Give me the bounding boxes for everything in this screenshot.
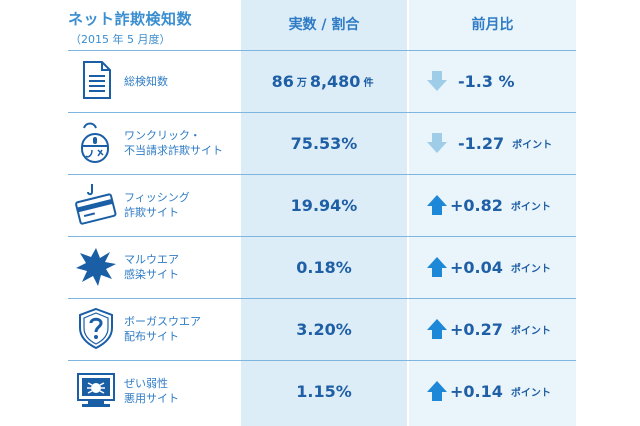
row-divider: [68, 174, 576, 175]
value-unit-a: 万: [296, 77, 307, 89]
row-value: 0.18%: [241, 236, 407, 298]
monitor-bug-icon: [77, 373, 115, 407]
change-value: -1.3 %: [458, 71, 515, 91]
table-row: マルウエア 感染サイト 0.18% +0.04 ポイント: [68, 236, 576, 298]
value-number-b: 8,480: [309, 71, 361, 91]
table-row: ぜい弱性 悪用サイト 1.15% +0.14 ポイント: [68, 360, 576, 422]
row-value: 86 万 8,480 件: [241, 50, 407, 112]
row-label-line1: ボーガスウエア: [124, 315, 201, 328]
credit-card-hook-icon: [75, 184, 117, 225]
table-title: ネット詐欺検知数 （2015 年 5 月度）: [68, 0, 241, 50]
row-change: +0.14 ポイント: [409, 360, 576, 422]
row-label: フィッシング 詐欺サイト: [124, 174, 242, 236]
row-label-line1: ぜい弱性: [124, 377, 168, 390]
value-number-a: 75.53%: [290, 133, 358, 153]
value-number-a: 0.18%: [296, 257, 352, 277]
title-text: ネット詐欺検知数: [68, 10, 193, 28]
row-change: +0.04 ポイント: [409, 236, 576, 298]
document-icon: [83, 61, 111, 99]
row-label-line2: 配布サイト: [124, 330, 179, 343]
row-change: +0.27 ポイント: [409, 298, 576, 360]
up-arrow-icon: [427, 257, 447, 277]
row-value: 3.20%: [241, 298, 407, 360]
change-value: +0.82: [450, 195, 503, 215]
change-unit: ポイント: [510, 263, 551, 275]
row-label: ワンクリック・ 不当請求詐欺サイト: [124, 112, 242, 174]
value-number-a: 19.94%: [290, 195, 358, 215]
row-divider: [68, 50, 576, 51]
up-arrow-icon: [427, 319, 447, 339]
change-value: +0.14: [450, 381, 503, 401]
table-row: ワンクリック・ 不当請求詐欺サイト 75.53% -1.27 ポイント: [68, 112, 576, 174]
row-label: 総検知数: [124, 50, 242, 112]
down-arrow-icon: [427, 71, 447, 91]
value-column-header: 実数 / 割合: [288, 17, 360, 33]
up-arrow-icon: [427, 381, 447, 401]
row-divider: [68, 360, 576, 361]
row-label-line1: フィッシング: [124, 191, 190, 204]
row-divider: [68, 112, 576, 113]
table-row: 総検知数 86 万 8,480 件 -1.3 %: [68, 50, 576, 112]
row-label-line1: ワンクリック・: [124, 129, 201, 142]
mouse-icon: [81, 122, 109, 163]
row-label: マルウエア 感染サイト: [124, 236, 242, 298]
shield-question-icon: [79, 307, 113, 350]
value-unit-b: 件: [363, 77, 374, 89]
row-label-line2: 感染サイト: [124, 268, 179, 281]
subtitle-text: （2015 年 5 月度）: [70, 33, 171, 46]
change-unit: ポイント: [510, 201, 551, 213]
change-unit: ポイント: [512, 139, 553, 151]
row-label: ボーガスウエア 配布サイト: [124, 298, 242, 360]
value-number-a: 3.20%: [296, 319, 352, 339]
stats-table: ネット詐欺検知数 （2015 年 5 月度） 実数 / 割合 前月比 総検知数 …: [68, 0, 576, 426]
row-label-line1: マルウエア: [124, 253, 179, 266]
change-value: +0.04: [450, 257, 503, 277]
row-divider: [68, 298, 576, 299]
table-row: フィッシング 詐欺サイト 19.94% +0.82 ポイント: [68, 174, 576, 236]
down-arrow-icon: [427, 133, 447, 153]
row-value: 19.94%: [241, 174, 407, 236]
change-unit: ポイント: [510, 325, 551, 337]
change-value: -1.27: [458, 133, 505, 153]
table-row: ボーガスウエア 配布サイト 3.20% +0.27 ポイント: [68, 298, 576, 360]
row-label-line2: 詐欺サイト: [124, 206, 179, 219]
row-label-line1: 総検知数: [124, 74, 168, 88]
row-change: +0.82 ポイント: [409, 174, 576, 236]
up-arrow-icon: [427, 195, 447, 215]
value-number-a: 1.15%: [296, 381, 352, 401]
change-column-header: 前月比: [471, 17, 514, 33]
malware-burst-icon: [76, 248, 116, 286]
row-label-line2: 不当請求詐欺サイト: [124, 144, 223, 157]
change-unit: ポイント: [510, 387, 551, 399]
row-change: -1.27 ポイント: [409, 112, 576, 174]
row-label: ぜい弱性 悪用サイト: [124, 360, 242, 422]
value-column-bg: [241, 0, 407, 426]
row-change: -1.3 %: [409, 50, 576, 112]
row-value: 1.15%: [241, 360, 407, 422]
change-value: +0.27: [450, 319, 503, 339]
value-number-a: 86: [271, 71, 294, 91]
row-value: 75.53%: [241, 112, 407, 174]
row-label-line2: 悪用サイト: [124, 392, 179, 405]
row-divider: [68, 236, 576, 237]
